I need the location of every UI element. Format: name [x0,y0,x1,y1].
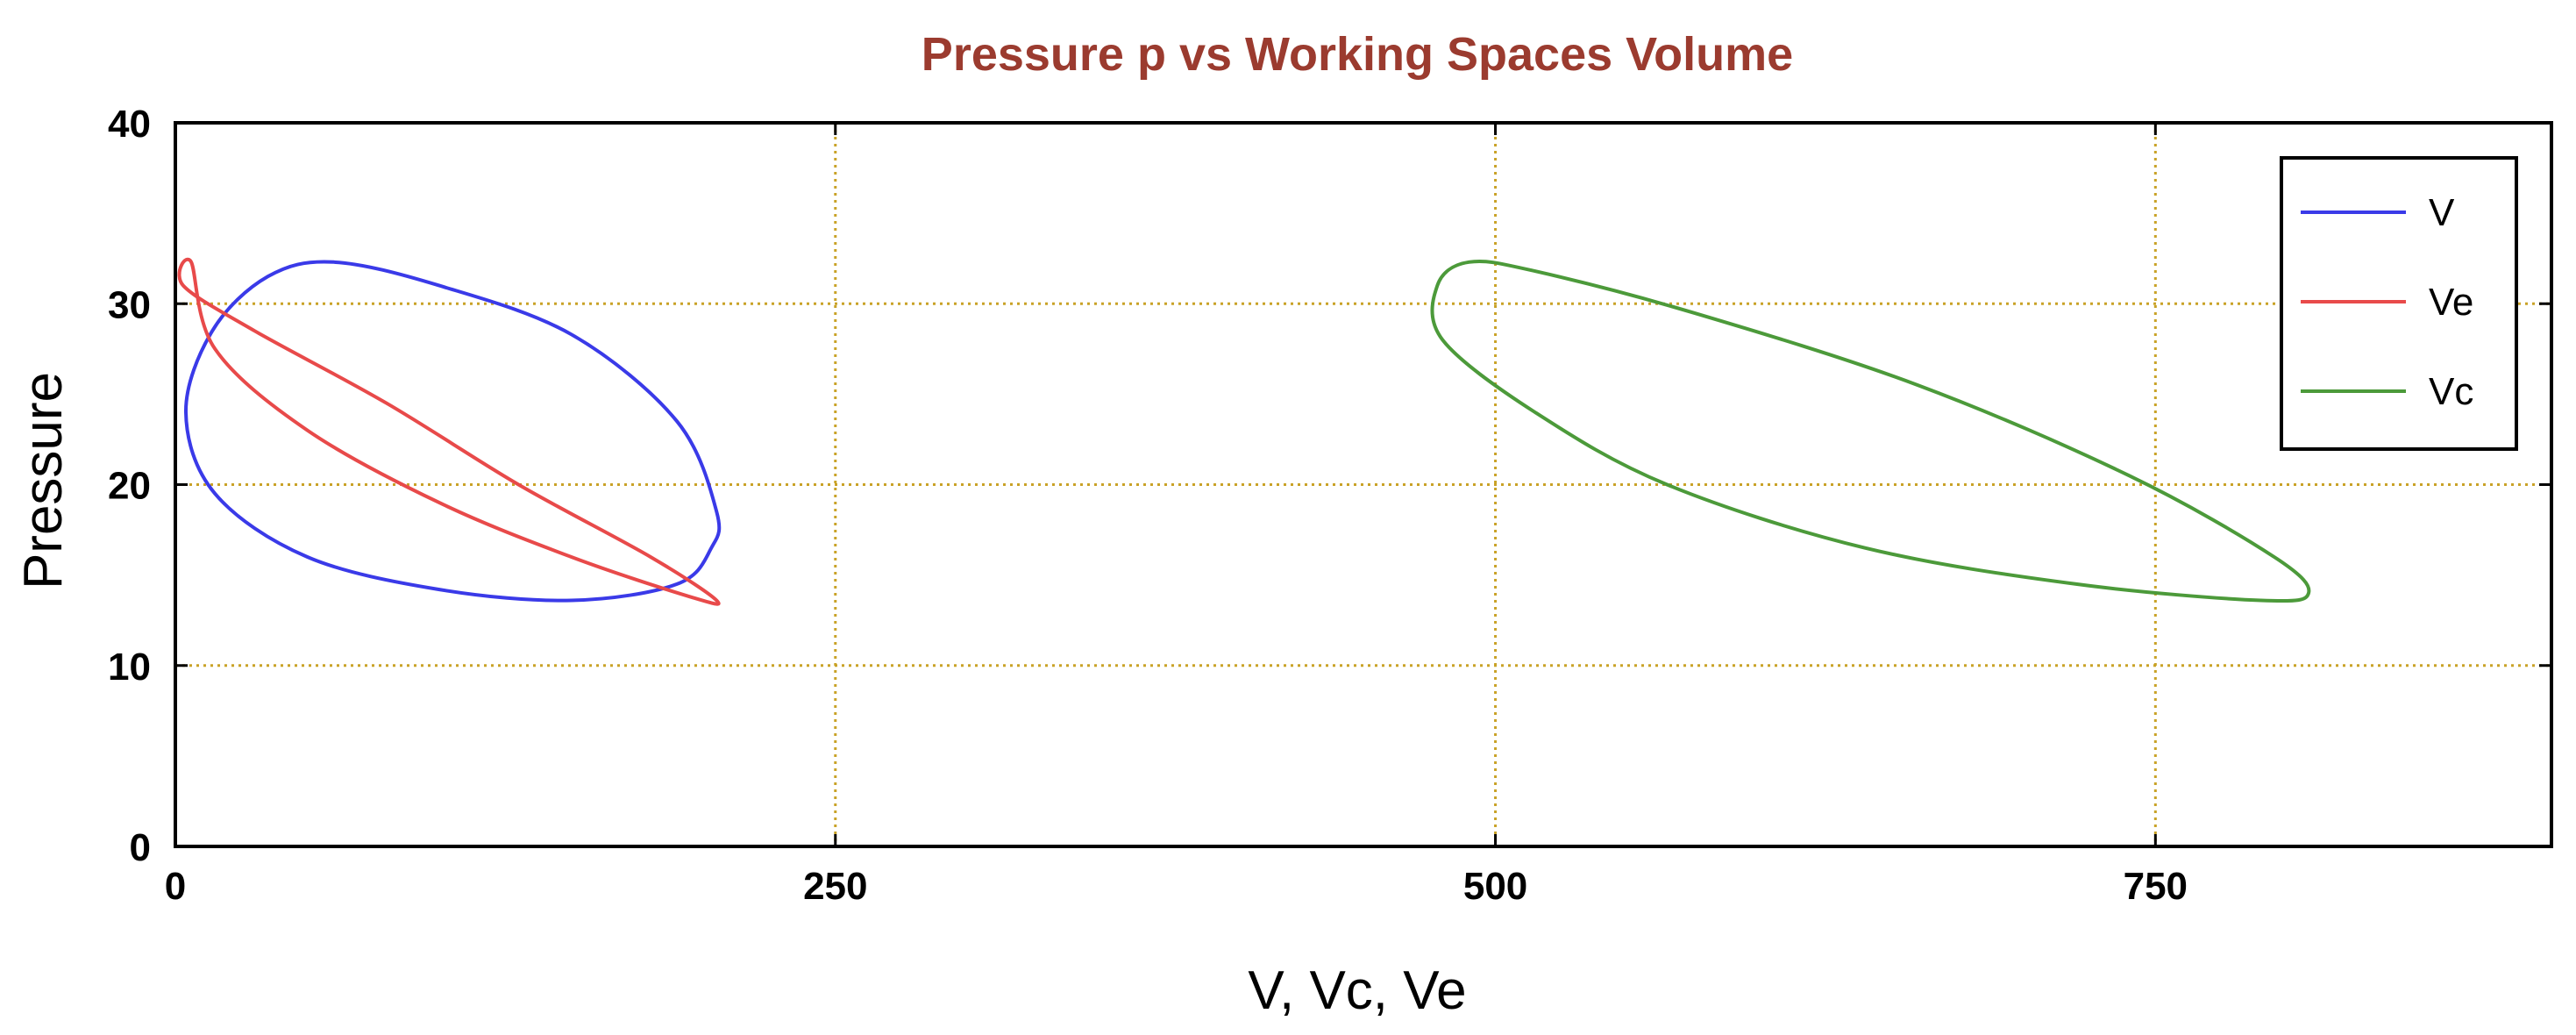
x-tick-label: 0 [165,865,186,908]
legend-label-ve: Ve [2429,281,2473,324]
y-tick-label: 30 [108,283,151,326]
grid-lines [175,123,2551,846]
legend: V Ve Vc [2280,156,2518,451]
y-tick-label: 20 [108,465,151,508]
plot-border [174,121,2553,848]
x-tick-label: 750 [2124,865,2188,908]
series-line-v [183,260,722,603]
axis-ticks: 0 250 500 750 0 10 20 30 40 [108,103,2551,908]
x-tick-label: 500 [1463,865,1527,908]
data-series [177,257,2311,606]
legend-label-v: V [2429,191,2455,234]
x-axis-label: V, Vc, Ve [1248,960,1466,1021]
x-tick-label: 250 [803,865,867,908]
chart-title: Pressure p vs Working Spaces Volume [922,28,1793,81]
y-tick-label: 0 [130,826,151,869]
y-tick-label: 10 [108,646,151,689]
legend-label-vc: Vc [2429,370,2473,413]
plot-border-rect [174,121,2553,848]
y-axis-label: Pressure [13,372,74,589]
series-line-vc [1430,259,2311,603]
series-line-ve [177,257,721,606]
y-tick-label: 40 [108,103,151,146]
